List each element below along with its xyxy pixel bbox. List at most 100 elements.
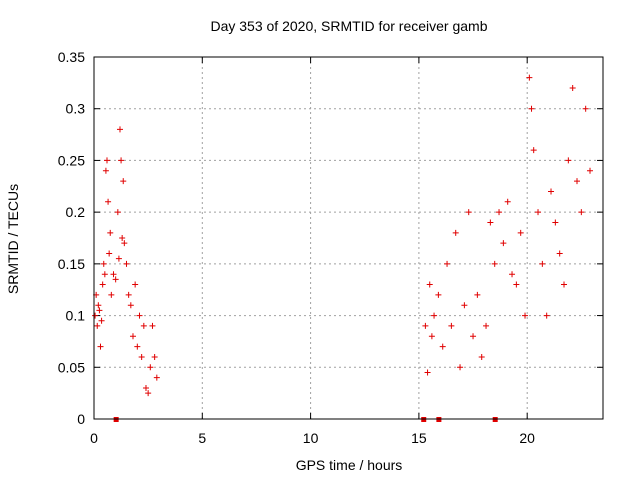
data-point <box>107 229 114 236</box>
y-axis-label: SRMTID / TECUs <box>5 184 21 294</box>
data-point <box>504 198 511 205</box>
data-point <box>134 343 141 350</box>
data-point <box>105 198 112 205</box>
data-point <box>461 302 468 309</box>
data-point <box>127 302 134 309</box>
data-point <box>153 374 160 381</box>
data-point <box>116 126 123 133</box>
data-point <box>539 260 546 267</box>
data-point <box>452 229 459 236</box>
y-tick-label: 0.35 <box>58 49 85 65</box>
y-tick-label: 0 <box>77 411 85 427</box>
y-tick-label: 0.05 <box>58 359 85 375</box>
data-point <box>145 390 152 397</box>
data-point <box>112 276 119 283</box>
data-point <box>470 333 477 340</box>
data-point <box>439 343 446 350</box>
grid <box>94 57 603 419</box>
data-point <box>108 291 115 298</box>
data-point <box>448 322 455 329</box>
y-tick-label: 0.25 <box>58 152 85 168</box>
data-point <box>578 209 585 216</box>
y-tick-label: 0.2 <box>66 204 86 220</box>
data-point <box>98 317 105 324</box>
data-point <box>474 291 481 298</box>
y-tick-label: 0.3 <box>66 101 86 117</box>
data-point <box>422 322 429 329</box>
data-point <box>491 260 498 267</box>
data-point <box>142 384 149 391</box>
chart-title: Day 353 of 2020, SRMTID for receiver gam… <box>210 18 487 34</box>
data-point <box>517 229 524 236</box>
data-point <box>530 147 537 154</box>
data-point <box>522 312 529 319</box>
data-point <box>136 312 143 319</box>
data-point <box>528 105 535 112</box>
data-point <box>426 281 433 288</box>
data-point <box>496 209 503 216</box>
data-point <box>548 188 555 195</box>
data-point <box>444 260 451 267</box>
x-tick-label: 10 <box>303 430 319 446</box>
data-point <box>114 209 121 216</box>
plot-frame <box>93 56 604 420</box>
data-point <box>582 105 589 112</box>
data-point <box>95 302 102 309</box>
data-point <box>110 271 117 278</box>
data-point <box>101 271 108 278</box>
data-points <box>92 74 594 397</box>
data-point <box>129 333 136 340</box>
data-point <box>457 364 464 371</box>
data-point <box>552 219 559 226</box>
data-point <box>120 178 127 185</box>
data-point <box>140 322 147 329</box>
data-point <box>483 322 490 329</box>
data-point <box>556 250 563 257</box>
data-point <box>543 312 550 319</box>
data-point <box>465 209 472 216</box>
data-point <box>118 157 125 164</box>
x-tick-label: 5 <box>198 430 206 446</box>
data-point <box>569 85 576 92</box>
data-point <box>96 307 103 314</box>
axis-ticks: 0 0.05 0.1 0.15 0.2 0.25 0.3 0.35 0 5 10 15 20 <box>58 49 603 446</box>
x-tick-label: 15 <box>411 430 427 446</box>
data-point <box>99 281 106 288</box>
data-point <box>424 369 431 376</box>
x-axis-label: GPS time / hours <box>296 457 403 473</box>
data-point <box>106 250 113 257</box>
y-tick-label: 0.15 <box>58 256 85 272</box>
data-point <box>119 235 126 241</box>
data-point <box>565 157 572 164</box>
x-tick-label: 0 <box>90 430 98 446</box>
data-point <box>478 353 485 360</box>
data-point <box>92 312 99 319</box>
data-point <box>100 260 107 267</box>
data-point <box>151 353 158 360</box>
x-tick-label: 20 <box>519 430 535 446</box>
y-tick-label: 0.1 <box>66 308 86 324</box>
data-point <box>431 312 438 319</box>
data-point <box>97 343 104 350</box>
data-point <box>132 281 139 288</box>
data-point <box>149 322 156 329</box>
data-point <box>561 281 568 288</box>
data-point <box>526 74 533 81</box>
data-point <box>115 255 122 262</box>
data-point <box>103 157 110 164</box>
data-point <box>94 322 101 329</box>
data-point <box>574 178 581 185</box>
data-point <box>513 281 520 288</box>
data-point <box>435 291 442 298</box>
data-point <box>500 240 507 247</box>
data-point <box>125 291 132 298</box>
data-point <box>138 353 145 360</box>
data-point <box>147 364 154 371</box>
data-point <box>535 209 542 216</box>
data-point <box>123 260 130 267</box>
data-point <box>102 167 109 174</box>
data-point <box>487 219 494 226</box>
data-point <box>428 333 435 340</box>
data-point <box>587 167 594 174</box>
